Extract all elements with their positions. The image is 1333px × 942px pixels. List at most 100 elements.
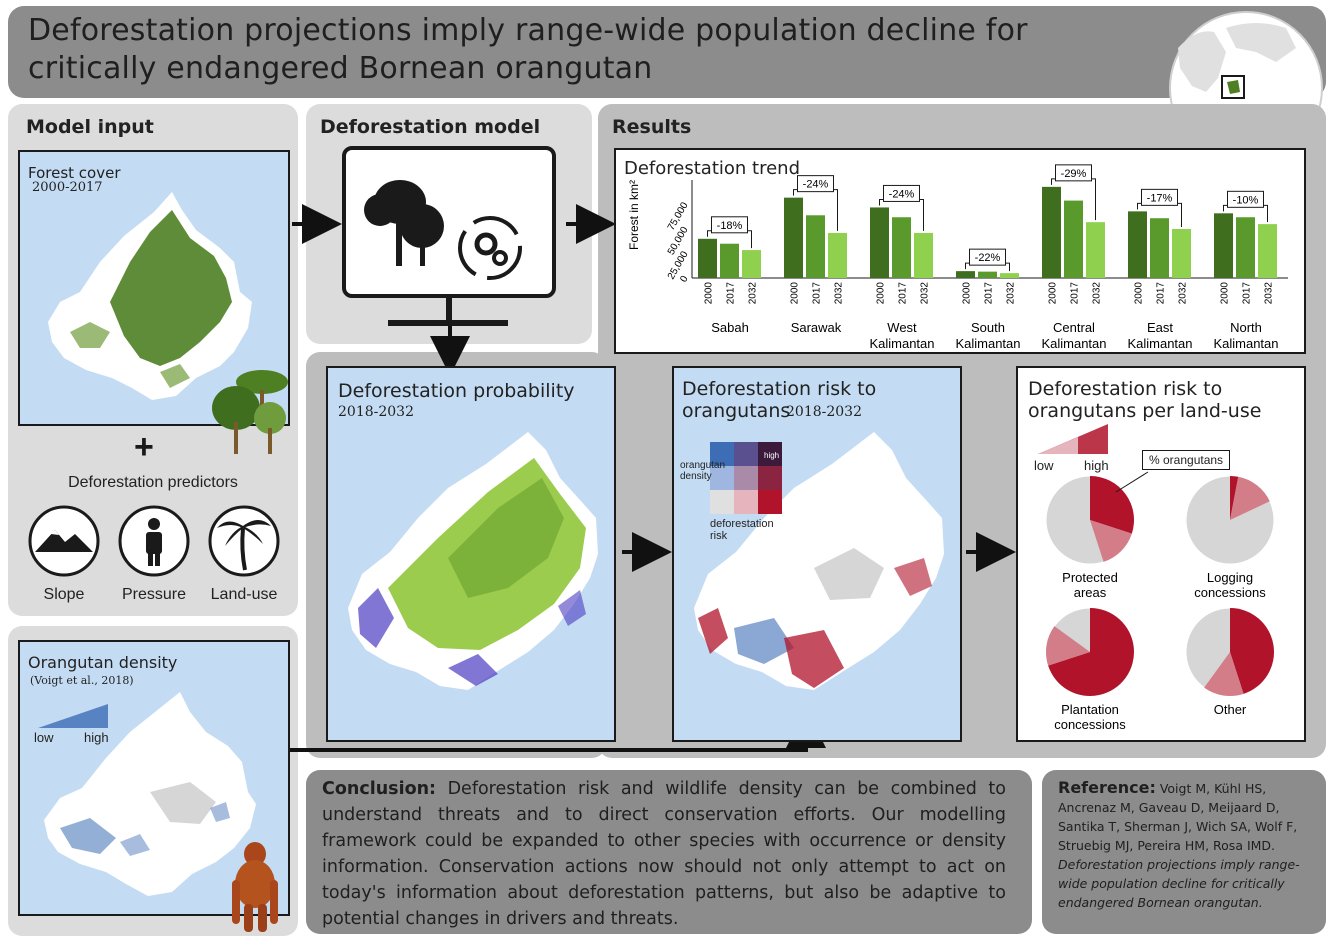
bar-west-2032 (914, 232, 933, 278)
probability-years: 2018-2032 (338, 404, 414, 420)
predictor-label-slope: Slope (43, 586, 85, 603)
landuse-legend-ramp (1038, 424, 1108, 454)
change-label: -17% (1147, 192, 1173, 204)
density-legend-ramp (38, 704, 108, 728)
bar-north-2017 (1236, 217, 1255, 278)
pie-slice-high (1048, 608, 1134, 696)
change-label: -10% (1233, 194, 1259, 206)
probability-label: Deforestation probability (338, 380, 575, 402)
orangutan-density-map: Orangutan density (Voigt et al., 2018) l… (18, 640, 290, 916)
x-tick-label: 2017 (1156, 282, 1167, 305)
risk-years: 2018-2032 (786, 404, 862, 420)
region-label-line2: Kalimantan (1127, 336, 1192, 351)
bar-north-2032 (1258, 224, 1277, 278)
bar-north-2000 (1214, 213, 1233, 278)
change-badge (1055, 164, 1092, 182)
pie-slice-medium (1230, 476, 1270, 520)
x-tick-label: 2000 (1220, 282, 1231, 305)
landuse-risk-panel: Deforestation risk to orangutans per lan… (1016, 366, 1306, 742)
change-label: -24% (803, 179, 829, 191)
change-badge (1141, 188, 1178, 206)
bar-east-2017 (1150, 218, 1169, 278)
y-tick-label: 75,000 (666, 200, 691, 232)
pie-slice-high (1230, 608, 1275, 694)
results-heading: Results (612, 116, 692, 138)
reference-paper: Deforestation projections imply range-wi… (1058, 857, 1300, 910)
bar-sarawak-2032 (828, 232, 847, 278)
region-label-line2: Kalimantan (869, 336, 934, 351)
region-label: Central (1053, 320, 1095, 335)
landuse-label-line1: Deforestation risk to (1028, 378, 1223, 400)
landuse-legend-high: high (1084, 458, 1109, 473)
landuse-label-line2: orangutans per land-use (1028, 400, 1262, 422)
x-tick-label: 2017 (984, 282, 995, 305)
change-label: -22% (975, 252, 1001, 264)
pie-label-line2: areas (1074, 585, 1107, 600)
change-badge (711, 216, 748, 234)
bar-south-2032 (1000, 273, 1019, 278)
x-tick-label: 2000 (876, 282, 887, 305)
x-tick-label: 2000 (1048, 282, 1059, 305)
x-tick-label: 2017 (812, 282, 823, 305)
orangutan-illustration (232, 842, 278, 932)
x-tick-label: 2017 (726, 282, 737, 305)
palm-tree-icon (208, 505, 280, 577)
legend-cell-high: high (764, 451, 779, 460)
region-label-line2: Kalimantan (1213, 336, 1278, 351)
deforestation-probability-map: Deforestation probability 2018-2032 (326, 366, 616, 742)
x-tick-label: 2032 (1092, 282, 1103, 305)
x-tick-label: 2000 (790, 282, 801, 305)
person-icon (118, 505, 190, 577)
pie-label: Logging (1207, 570, 1253, 585)
pie-slice-high (1230, 476, 1239, 520)
forest-cover-years: 2000-2017 (32, 180, 103, 195)
predictor-label-pressure: Pressure (121, 586, 187, 603)
change-label: -18% (717, 220, 743, 232)
pie-slice-medium (1204, 652, 1244, 696)
bar-sabah-2032 (742, 250, 761, 278)
conclusion-text: Conclusion: Deforestation risk and wildl… (322, 776, 1006, 932)
risk-label-line2: orangutans (682, 400, 791, 422)
bar-sabah-2017 (720, 243, 739, 278)
change-badge (797, 175, 834, 193)
y-tick-label: 0 (678, 274, 691, 285)
density-legend-high: high (84, 730, 109, 745)
region-label: Sabah (711, 320, 749, 335)
risk-axis-deforestation: deforestation risk (710, 518, 774, 542)
bar-south-2000 (956, 271, 975, 278)
plus-sign: + (134, 428, 154, 466)
predictors-heading: Deforestation predictors (68, 474, 238, 491)
conclusion-lead: Conclusion: (322, 779, 437, 799)
bar-central-2017 (1064, 200, 1083, 278)
reference-lead: Reference: (1058, 778, 1156, 797)
region-label-line2: Kalimantan (1041, 336, 1106, 351)
pie-label-line2: concessions (1054, 717, 1126, 732)
region-label: Sarawak (791, 320, 842, 335)
region-label: East (1147, 320, 1173, 335)
pie-label: Plantation (1061, 702, 1119, 717)
x-tick-label: 2017 (1070, 282, 1081, 305)
page-title: Deforestation projections imply range-wi… (28, 13, 1028, 86)
bar-sarawak-2017 (806, 215, 825, 278)
region-label: South (971, 320, 1005, 335)
forest-cover-map: Forest cover 2000-2017 (18, 150, 290, 426)
pie-slice-medium (1046, 626, 1090, 666)
x-tick-label: 2032 (1264, 282, 1275, 305)
pie-slice-medium (1090, 520, 1132, 562)
bar-central-2000 (1042, 186, 1061, 278)
x-tick-label: 2017 (898, 282, 909, 305)
bar-west-2017 (892, 217, 911, 278)
change-label: -29% (1061, 168, 1087, 180)
change-badge (969, 248, 1006, 266)
x-tick-label: 2017 (1242, 282, 1253, 305)
reference-authors: Voigt M, Kühl HS, Ancrenaz M, Gaveau D, … (1058, 781, 1298, 853)
conclusion-panel (306, 770, 1032, 934)
bar-east-2032 (1172, 229, 1191, 278)
forest-cover-label: Forest cover (28, 164, 121, 182)
x-tick-label: 2032 (834, 282, 845, 305)
chart-title: Deforestation trend (624, 158, 801, 179)
deforestation-model-heading: Deforestation model (320, 116, 541, 138)
change-badge (1227, 190, 1264, 208)
percent-orangutans-callout: % orangutans (1142, 450, 1231, 470)
change-label: -24% (889, 188, 915, 200)
